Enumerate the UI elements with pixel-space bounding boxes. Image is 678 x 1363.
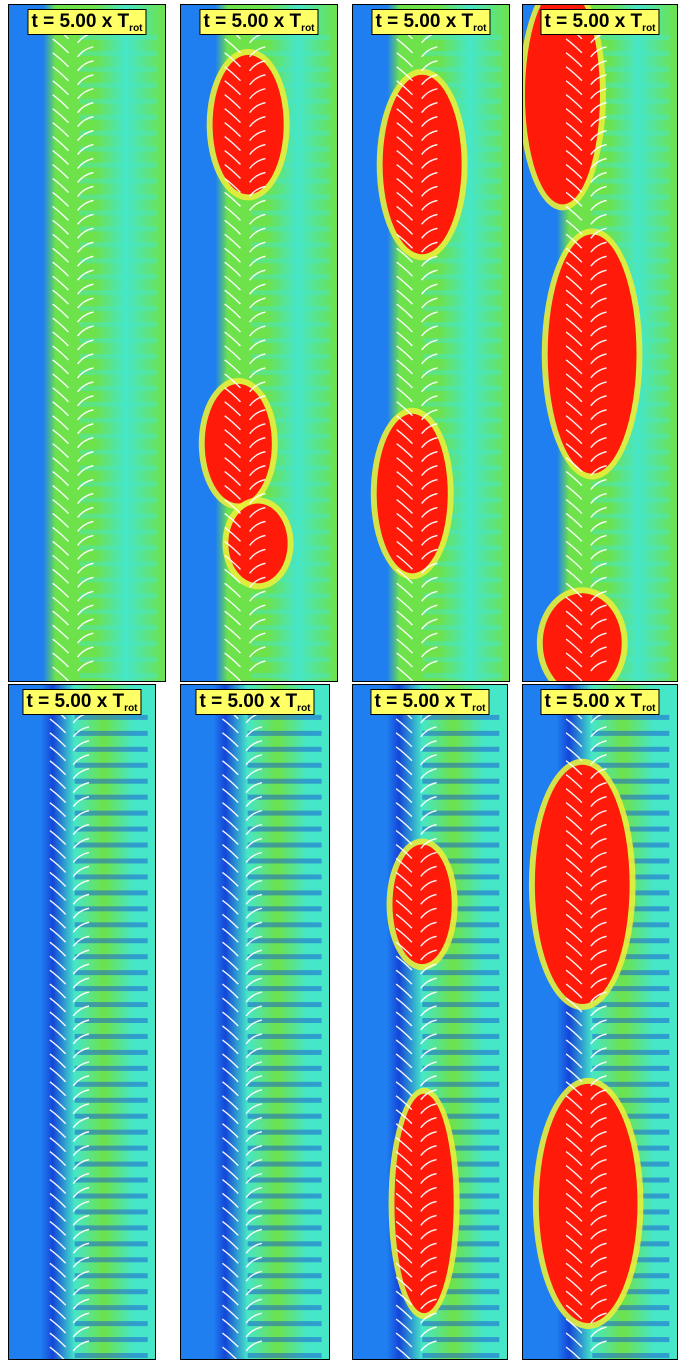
panel-bottom-3: t = 5.00 x Trot [352,684,508,1360]
panel-bottom-4: t = 5.00 x Trot [522,684,678,1360]
panel-top-3: t = 5.00 x Trot [352,4,510,682]
flow-field-top-3 [353,5,509,681]
panel-bottom-2: t = 5.00 x Trot [180,684,330,1360]
flow-field-bottom-3 [353,685,507,1359]
flow-field-top-4 [523,5,677,681]
panel-top-4: t = 5.00 x Trot [522,4,678,682]
panel-bottom-1: t = 5.00 x Trot [8,684,156,1360]
flow-field-top-1 [9,5,165,681]
time-label: t = 5.00 x Trot [370,689,490,715]
time-label: t = 5.00 x Trot [195,689,315,715]
flow-field-bottom-2 [181,685,329,1359]
flow-field-bottom-4 [523,685,677,1359]
time-label: t = 5.00 x Trot [22,689,142,715]
panel-top-2: t = 5.00 x Trot [180,4,338,682]
time-label: t = 5.00 x Trot [27,9,147,35]
time-label: t = 5.00 x Trot [371,9,491,35]
time-label: t = 5.00 x Trot [199,9,319,35]
flow-field-bottom-1 [9,685,155,1359]
time-label: t = 5.00 x Trot [540,9,660,35]
time-label: t = 5.00 x Trot [540,689,660,715]
panel-top-1: t = 5.00 x Trot [8,4,166,682]
flow-field-top-2 [181,5,337,681]
